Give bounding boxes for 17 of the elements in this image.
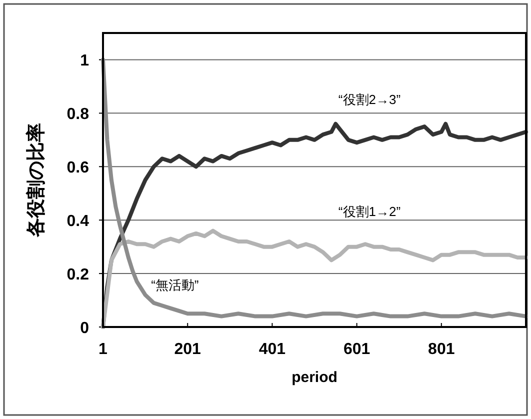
y-tick-label: 0.6 — [66, 160, 90, 177]
y-tick-label: 0 — [80, 320, 90, 337]
series-label: “無活動” — [151, 277, 199, 292]
y-tick-label: 0.2 — [66, 266, 90, 284]
y-axis-title: 各役割の比率 — [25, 123, 47, 238]
x-tick-label: 401 — [258, 341, 286, 358]
y-tick-label: 0.4 — [66, 213, 90, 230]
x-tick-label: 601 — [343, 341, 370, 358]
x-axis-title: period — [292, 369, 338, 386]
series-label: “役割2→3” — [338, 92, 401, 107]
x-tick-label: 801 — [428, 341, 455, 358]
y-tick-label: 1 — [80, 52, 90, 70]
line-series — [101, 228, 528, 329]
y-tick-label: 0.8 — [66, 106, 90, 124]
line-series — [101, 58, 528, 318]
x-tick-label: 201 — [174, 341, 202, 358]
x-tick-label: 1 — [98, 341, 108, 358]
